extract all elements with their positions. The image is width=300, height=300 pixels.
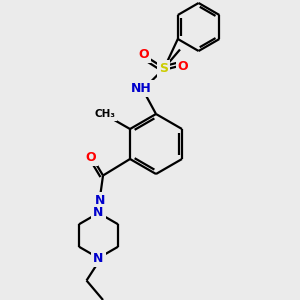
Text: O: O (86, 151, 96, 164)
Text: N: N (93, 206, 104, 220)
Text: N: N (93, 251, 104, 265)
Text: N: N (95, 194, 105, 208)
Text: NH: NH (130, 82, 152, 95)
Text: S: S (159, 62, 168, 76)
Text: O: O (178, 59, 188, 73)
Text: CH₃: CH₃ (94, 109, 115, 119)
Text: O: O (139, 47, 149, 61)
